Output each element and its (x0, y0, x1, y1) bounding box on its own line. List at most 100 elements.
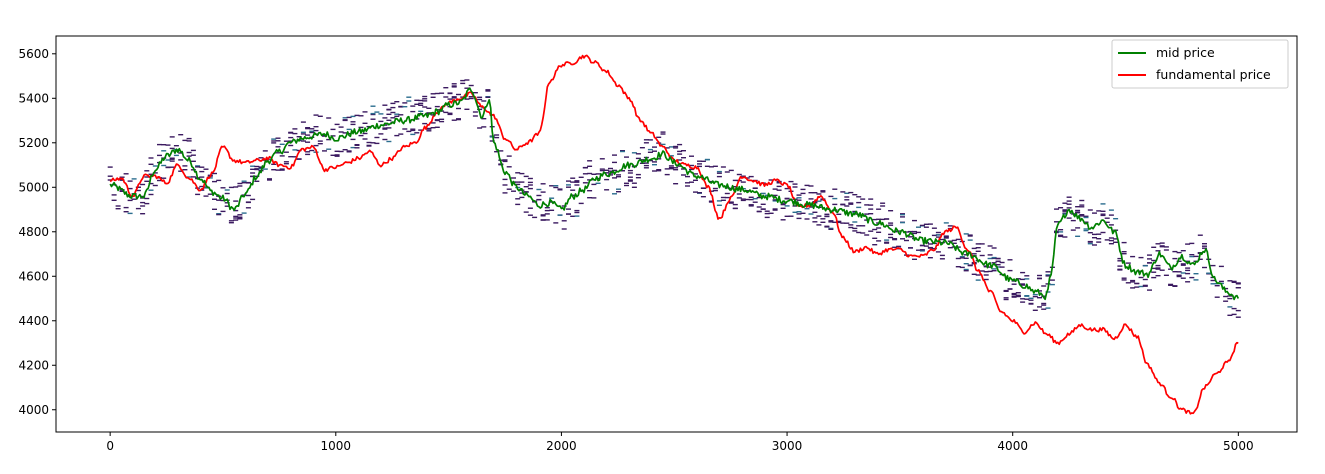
order-level-dash (872, 218, 878, 221)
order-level-dash (792, 183, 798, 185)
order-level-dash (1032, 309, 1038, 311)
order-level-dash (553, 186, 559, 189)
order-level-dash (540, 191, 546, 193)
order-level-dash (656, 170, 662, 172)
order-level-dash (354, 147, 360, 149)
order-level-dash (1130, 281, 1136, 283)
order-level-dash (296, 136, 302, 138)
order-level-dash (1083, 221, 1089, 223)
order-level-dash (852, 210, 858, 213)
order-level-dash (561, 228, 567, 230)
order-level-dash (1037, 290, 1042, 292)
order-level-dash (1151, 246, 1157, 248)
order-level-dash (591, 173, 597, 175)
order-level-dash (283, 161, 289, 163)
order-level-dash (544, 207, 550, 209)
order-level-dash (178, 170, 184, 172)
order-level-dash (119, 179, 125, 181)
order-level-dash (1075, 235, 1081, 237)
order-level-dash (631, 186, 637, 188)
order-level-dash (967, 235, 973, 237)
order-level-dash (923, 245, 929, 247)
order-level-dash (300, 140, 306, 142)
order-level-dash (587, 165, 593, 167)
order-level-dash (971, 253, 977, 255)
order-level-dash (288, 136, 294, 139)
order-level-dash (165, 144, 171, 146)
order-level-dash (161, 144, 167, 146)
order-level-dash (1079, 214, 1085, 216)
order-level-dash (1066, 207, 1072, 209)
order-level-dash (700, 160, 706, 162)
order-level-dash (362, 111, 368, 113)
order-level-dash (540, 214, 546, 216)
order-level-dash (760, 203, 766, 205)
order-level-dash (464, 108, 470, 110)
order-level-dash (756, 210, 762, 213)
order-level-dash (358, 115, 364, 117)
order-level-dash (681, 150, 686, 152)
order-level-dash (1147, 289, 1152, 291)
order-level-dash (1108, 214, 1114, 216)
order-level-dash (979, 270, 985, 272)
order-level-dash (955, 266, 961, 268)
order-level-dash (1066, 203, 1072, 205)
order-level-dash (494, 134, 500, 136)
order-level-dash (736, 173, 742, 176)
order-level-dash (468, 96, 474, 98)
order-level-dash (852, 230, 858, 232)
order-level-dash (422, 106, 428, 108)
order-level-dash (856, 201, 862, 204)
order-level-dash (439, 118, 445, 120)
order-level-dash (792, 205, 798, 207)
order-level-dash (908, 236, 913, 238)
order-level-dash (852, 221, 858, 223)
order-level-dash (872, 228, 878, 231)
order-level-dash (1011, 292, 1017, 295)
order-level-dash (519, 192, 525, 194)
order-level-dash (481, 100, 487, 102)
order-level-dash (1028, 299, 1034, 301)
order-level-dash (515, 183, 521, 186)
order-level-dash (627, 179, 633, 181)
order-level-dash (241, 180, 247, 182)
order-level-dash (876, 208, 882, 210)
order-level-dash (728, 169, 734, 172)
order-level-dash (599, 158, 605, 160)
order-level-dash (656, 136, 662, 138)
order-level-dash (892, 238, 898, 240)
order-level-dash (1210, 279, 1216, 282)
order-level-dash (604, 178, 610, 181)
order-level-dash (643, 167, 649, 169)
order-level-dash (916, 249, 921, 251)
order-level-dash (422, 98, 428, 100)
order-level-dash (1172, 250, 1178, 253)
order-level-dash (275, 169, 281, 171)
order-level-dash (1015, 278, 1021, 280)
order-level-dash (1079, 199, 1085, 202)
order-level-dash (527, 187, 533, 190)
order-level-dash (582, 182, 588, 184)
order-level-dash (612, 193, 617, 195)
order-level-dash (1235, 282, 1241, 284)
order-level-dash (744, 177, 750, 179)
order-level-dash (620, 170, 625, 172)
order-level-dash (772, 199, 778, 201)
order-level-dash (119, 176, 125, 178)
order-level-dash (182, 165, 188, 167)
order-level-dash (1045, 275, 1051, 277)
order-level-dash (390, 117, 396, 119)
order-level-dash (199, 176, 205, 178)
order-level-dash (131, 198, 137, 200)
order-level-dash (536, 199, 542, 201)
order-level-dash (812, 217, 818, 219)
order-level-dash (963, 254, 969, 256)
order-level-dash (999, 266, 1005, 268)
order-level-dash (313, 126, 319, 128)
order-level-dash (544, 219, 550, 221)
order-level-dash (1185, 272, 1191, 275)
order-level-dash (498, 150, 504, 152)
order-level-dash (1227, 280, 1233, 282)
order-level-dash (464, 79, 470, 81)
order-level-dash (935, 231, 941, 234)
